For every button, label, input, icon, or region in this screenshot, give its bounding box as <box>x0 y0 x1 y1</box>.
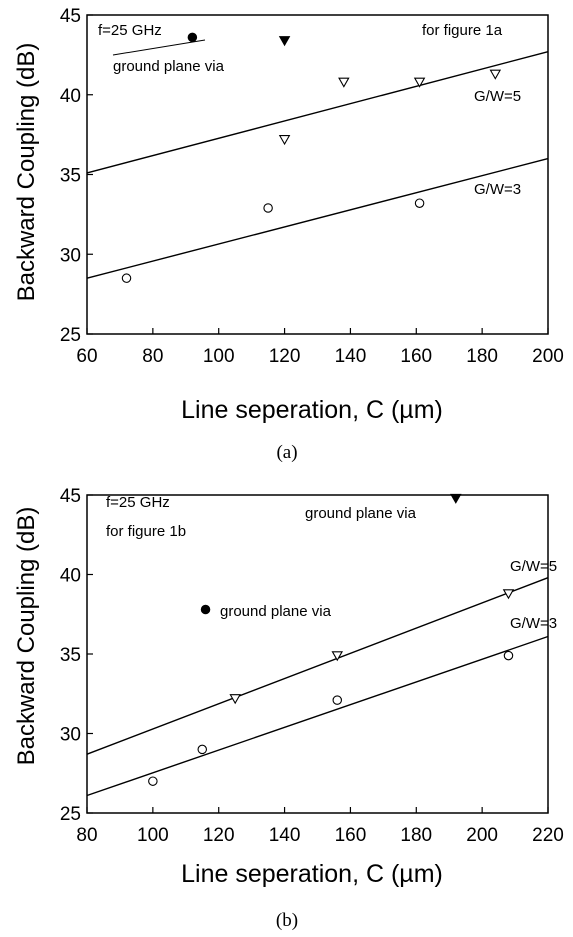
data-point-a <box>278 36 291 47</box>
x-tick-label-a: 60 <box>76 346 97 367</box>
x-tick-label-b: 120 <box>203 825 235 846</box>
label-gw5-b: G/W=5 <box>510 558 557 575</box>
chart-a: (a) Line seperation, C (µm) Backward Cou… <box>13 22 521 463</box>
x-tick-label-b: 160 <box>335 825 367 846</box>
y-tick-label-b: 40 <box>60 566 81 587</box>
caption-a: (a) <box>276 442 297 463</box>
x-tick-label-b: 140 <box>269 825 301 846</box>
x-tick-label-a: 80 <box>142 346 163 367</box>
label-gw3-a: G/W=3 <box>474 181 521 198</box>
x-tick-label-b: 80 <box>76 825 97 846</box>
data-point-b <box>148 776 158 786</box>
data-point-b <box>200 604 211 615</box>
data-point-a <box>414 198 425 208</box>
data-point-a <box>413 77 426 88</box>
x-tick-label-b: 220 <box>532 825 564 846</box>
y-tick-label-b: 35 <box>60 645 81 666</box>
data-point-b <box>229 694 241 705</box>
fit-line-a <box>86 157 549 279</box>
annotation-via-top-b: ground plane via <box>305 505 417 522</box>
chart-b: (b) Line seperation, C (µm) Backward Cou… <box>13 494 557 931</box>
fit-line-b <box>86 577 549 755</box>
annotation-freq-a: f=25 GHz <box>98 22 162 39</box>
x-tick-label-b: 200 <box>466 825 498 846</box>
data-point-b <box>503 650 514 661</box>
y-tick-label-b: 25 <box>60 804 81 825</box>
plot-frame-b <box>86 494 549 814</box>
x-tick-label-a: 100 <box>203 346 235 367</box>
data-point-a <box>121 273 132 283</box>
y-tick-label-b: 45 <box>60 486 81 507</box>
x-axis-label-b: Line seperation, C (µm) <box>181 860 443 888</box>
fit-line-b <box>86 635 549 797</box>
plot-area-b: 80 100 120 140 160 180 200 220 25 30 35 40 45 <box>60 486 564 846</box>
x-tick-label-a: 160 <box>400 346 432 367</box>
y-axis-label-b: Backward Coupling (dB) <box>13 507 40 766</box>
annotation-freq-b: f=25 GHz <box>106 494 170 511</box>
annotation-via-mid-b: ground plane via <box>220 603 332 620</box>
data-point-a <box>278 135 291 146</box>
annotation-figure-a: for figure 1a <box>422 22 503 39</box>
data-point-b <box>450 493 462 504</box>
x-tick-label-a: 120 <box>269 346 301 367</box>
y-tick-label-a: 30 <box>60 245 81 266</box>
annotation-figure-b: for figure 1b <box>106 523 186 540</box>
y-tick-label-a: 25 <box>60 325 81 346</box>
data-point-a <box>489 69 502 80</box>
data-point-a <box>338 77 350 88</box>
y-tick-label-a: 45 <box>60 6 81 27</box>
data-point-b <box>502 589 515 600</box>
label-gw3-b: G/W=3 <box>510 615 557 632</box>
y-tick-label-b: 30 <box>60 725 81 746</box>
caption-b: (b) <box>276 910 298 931</box>
label-gw5-a: G/W=5 <box>474 88 521 105</box>
y-tick-label-a: 35 <box>60 166 81 187</box>
data-point-b <box>197 744 208 755</box>
annotation-leader-a <box>112 39 206 56</box>
x-tick-label-b: 180 <box>400 825 432 846</box>
y-tick-label-a: 40 <box>60 86 81 107</box>
y-axis-label-a: Backward Coupling (dB) <box>13 43 40 302</box>
data-point-a <box>263 203 273 213</box>
x-tick-label-b: 100 <box>137 825 169 846</box>
x-axis-label-a: Line seperation, C (µm) <box>181 396 443 424</box>
data-point-b <box>331 651 344 662</box>
data-point-a <box>187 32 198 43</box>
plot-area-a: 60 80 100 120 140 160 180 200 25 30 35 40 45 <box>60 6 564 367</box>
data-point-b <box>332 695 343 705</box>
x-tick-label-a: 200 <box>532 346 564 367</box>
x-tick-label-a: 180 <box>466 346 498 367</box>
fit-line-a <box>86 51 549 174</box>
annotation-via-a: ground plane via <box>113 58 225 75</box>
x-tick-label-a: 140 <box>335 346 367 367</box>
